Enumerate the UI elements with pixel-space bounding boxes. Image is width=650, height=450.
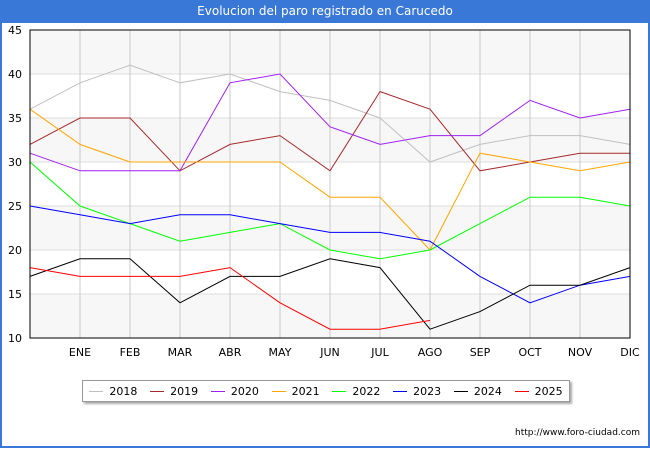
legend-swatch (393, 390, 408, 392)
legend-swatch (453, 390, 468, 392)
legend: 2018 2019 2020 2021 2022 2023 2024 2025 (82, 380, 570, 402)
x-tick-label: DIC (620, 346, 640, 359)
x-tick-label: JUL (370, 346, 389, 359)
legend-item-2022: 2022 (332, 385, 380, 398)
y-tick-label: 45 (8, 24, 22, 37)
series-line-2021 (29, 108, 631, 251)
x-tick-label: AGO (418, 346, 443, 359)
legend-label: 2020 (230, 384, 259, 398)
series-line-2020 (29, 73, 631, 172)
legend-label: 2023 (413, 384, 442, 398)
legend-swatch (210, 390, 225, 392)
footer-url: http://www.foro-ciudad.com (515, 428, 640, 438)
legend-label: 2025 (534, 384, 563, 398)
legend-swatch (150, 390, 165, 392)
legend-label: 2021 (291, 384, 320, 398)
y-tick-label: 35 (8, 112, 22, 125)
legend-swatch (89, 390, 104, 392)
series-line-2024 (29, 258, 631, 330)
y-tick-label: 15 (8, 288, 22, 301)
legend-item-2023: 2023 (393, 385, 441, 398)
legend-swatch (514, 390, 529, 392)
y-tick-label: 25 (8, 200, 22, 213)
series-line-2018 (29, 64, 631, 163)
chart-title: Evolucion del paro registrado en Caruced… (0, 0, 650, 23)
x-tick-label: JUN (319, 346, 340, 359)
legend-item-2025: 2025 (514, 384, 563, 398)
series-line-2025 (29, 267, 431, 330)
legend-item-2021: 2021 (271, 384, 320, 398)
x-tick-label: FEB (120, 346, 141, 359)
series-line-2023 (29, 205, 631, 304)
x-tick-label: ABR (219, 346, 242, 359)
legend-label: 2019 (170, 384, 199, 398)
legend-label: 2018 (109, 384, 138, 398)
legend-item-2019: 2019 (150, 385, 198, 398)
x-tick-label: ENE (69, 346, 91, 359)
x-tick-label: MAR (168, 346, 193, 359)
x-tick-label: NOV (568, 346, 593, 359)
legend-item-2018: 2018 (89, 385, 137, 398)
x-tick-label: OCT (518, 346, 541, 359)
legend-label: 2024 (473, 384, 502, 398)
y-tick-label: 30 (8, 156, 22, 169)
legend-item-2020: 2020 (210, 384, 259, 398)
plot-border (29, 29, 631, 339)
y-tick-label: 40 (8, 68, 22, 81)
x-tick-label: MAY (269, 346, 292, 359)
legend-item-2024: 2024 (453, 384, 502, 398)
y-tick-label: 10 (8, 332, 22, 345)
y-tick-label: 20 (8, 244, 22, 257)
legend-label: 2022 (352, 384, 381, 398)
legend-swatch (271, 390, 286, 392)
x-tick-label: SEP (470, 346, 491, 359)
legend-swatch (332, 390, 347, 392)
